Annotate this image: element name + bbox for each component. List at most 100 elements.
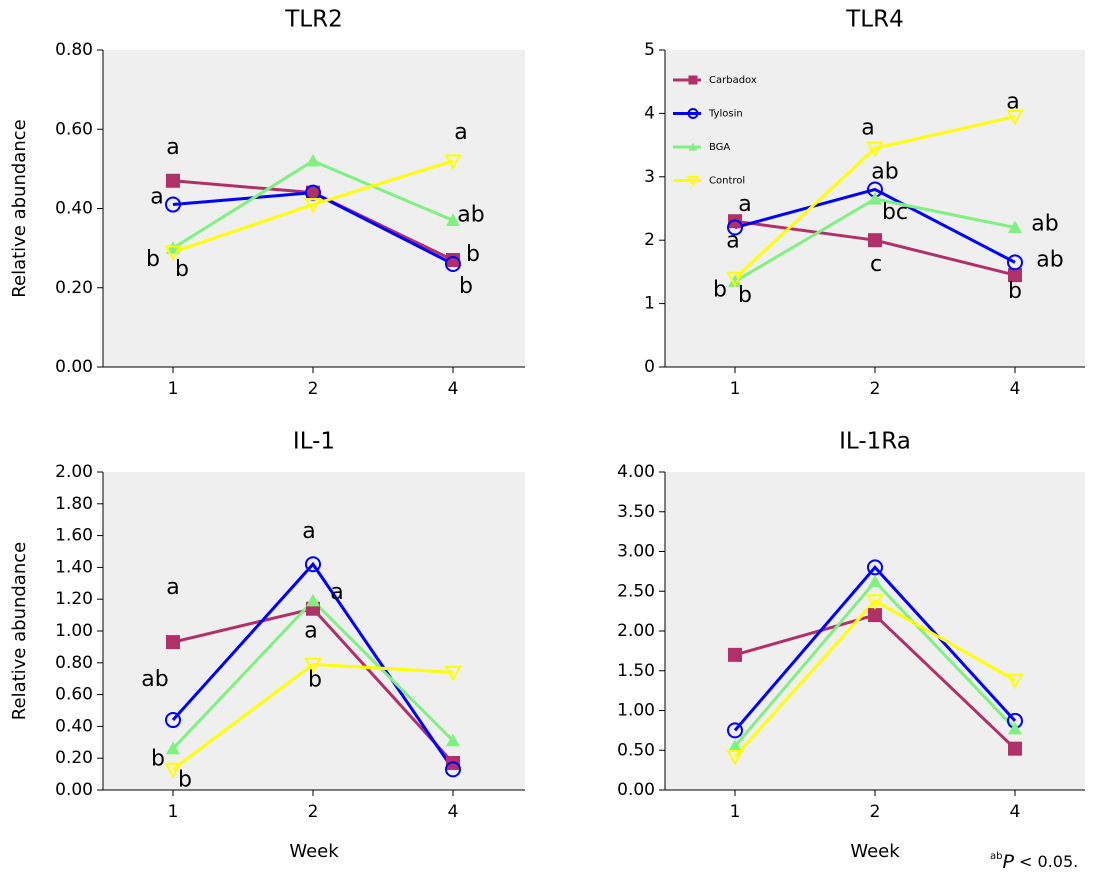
- marker: [164, 245, 182, 262]
- marker: [727, 722, 743, 739]
- y-tick-label: 2.50: [617, 581, 655, 601]
- marker: [728, 739, 742, 752]
- y-tick-label: 1.60: [55, 526, 93, 546]
- significance-letter: a: [726, 229, 739, 254]
- y-tick-label: 1.00: [55, 621, 93, 641]
- significance-letter: b: [738, 283, 752, 308]
- marker: [688, 142, 698, 151]
- significance-letter: b: [151, 747, 165, 772]
- marker: [866, 594, 884, 610]
- marker: [867, 559, 883, 576]
- significance-letter: a: [166, 135, 179, 160]
- series-line: [172, 662, 454, 771]
- significance-letter: b: [146, 247, 160, 272]
- x-tick-label: 2: [308, 802, 319, 822]
- significance-letter: b: [308, 667, 322, 692]
- y-tick-label: 0: [644, 357, 655, 377]
- series-line: [733, 598, 1016, 758]
- x-tick-label: 4: [1010, 379, 1021, 399]
- marker: [304, 657, 322, 674]
- footnote-superscript: ab: [990, 851, 1002, 862]
- chart-title: IL-1: [293, 429, 335, 455]
- series-line: [733, 115, 1016, 280]
- significance-letter: a: [861, 115, 874, 140]
- significance-letter: bc: [882, 200, 908, 225]
- chart-title: TLR2: [284, 7, 342, 33]
- marker: [868, 233, 882, 248]
- y-tick-label: 0.60: [55, 119, 93, 139]
- plot-background: [665, 50, 1085, 367]
- marker: [165, 712, 181, 729]
- marker: [445, 255, 461, 272]
- series-line: [172, 159, 454, 254]
- x-tick-label: 4: [448, 802, 459, 822]
- footnote-symbol: P: [1002, 851, 1014, 873]
- significance-letter: a: [166, 575, 179, 600]
- significance-letter: a: [1006, 90, 1019, 115]
- marker: [1006, 109, 1024, 126]
- y-tick-label: 1.80: [55, 494, 93, 514]
- marker: [1008, 220, 1022, 234]
- significance-letter: ab: [457, 202, 484, 227]
- y-tick-label: 2: [644, 230, 655, 250]
- x-tick-label: 2: [870, 379, 881, 399]
- x-tick-label: 1: [168, 802, 179, 822]
- footnote-text: < 0.05.: [1014, 852, 1078, 871]
- x-tick-label: 4: [448, 379, 459, 399]
- marker: [166, 635, 180, 650]
- x-tick-label: 4: [1010, 802, 1021, 822]
- y-tick-label: 0.00: [55, 357, 93, 377]
- marker: [687, 108, 699, 119]
- y-tick-label: 3: [644, 167, 655, 187]
- marker: [305, 556, 321, 573]
- x-axis-label: Week: [850, 841, 900, 862]
- y-tick-label: 1.00: [617, 701, 655, 721]
- significance-letter: a: [738, 192, 751, 217]
- significance-letter: a: [150, 185, 163, 210]
- series-line: [171, 561, 455, 771]
- marker: [444, 665, 462, 682]
- significance-letter: b: [713, 277, 727, 302]
- y-tick-label: 2.00: [55, 462, 93, 482]
- legend-label: Carbadox: [709, 75, 757, 86]
- y-tick-label: 1.20: [55, 589, 93, 609]
- y-tick-label: 3.50: [617, 502, 655, 522]
- significance-letter: ab: [871, 159, 898, 184]
- y-tick-label: 0.40: [55, 716, 93, 736]
- marker: [165, 196, 181, 213]
- significance-letter: b: [466, 242, 480, 267]
- significance-letter: b: [1008, 279, 1022, 304]
- y-tick-label: 0.00: [617, 780, 655, 800]
- y-tick-label: 5: [644, 40, 655, 60]
- marker: [166, 173, 180, 188]
- x-tick-label: 1: [730, 379, 741, 399]
- y-tick-label: 4.00: [617, 462, 655, 482]
- marker: [688, 75, 698, 85]
- significance-letter: c: [870, 252, 882, 277]
- significance-letter: ab: [1031, 212, 1058, 237]
- x-tick-label: 2: [308, 379, 319, 399]
- marker: [445, 761, 461, 778]
- marker: [304, 197, 322, 214]
- y-tick-label: 4: [644, 103, 655, 123]
- y-tick-label: 0.40: [55, 199, 93, 219]
- y-tick-label: 0.20: [55, 748, 93, 768]
- y-tick-label: 3.00: [617, 542, 655, 562]
- chart-title: TLR4: [845, 7, 903, 33]
- y-axis-label: Relative abundance: [9, 119, 30, 297]
- marker: [446, 253, 460, 268]
- legend-label: Tylosin: [708, 109, 743, 120]
- y-tick-label: 2.00: [617, 621, 655, 641]
- chart-title: IL-1Ra: [839, 429, 911, 455]
- marker: [446, 733, 460, 747]
- x-tick-label: 1: [168, 379, 179, 399]
- marker: [866, 141, 884, 158]
- series-line: [734, 187, 1016, 264]
- significance-letter: ab: [1036, 247, 1063, 272]
- legend-label: BGA: [709, 142, 730, 153]
- significance-letter: ab: [141, 667, 168, 692]
- marker: [727, 219, 743, 236]
- y-tick-label: 1.40: [55, 557, 93, 577]
- marker: [726, 271, 744, 288]
